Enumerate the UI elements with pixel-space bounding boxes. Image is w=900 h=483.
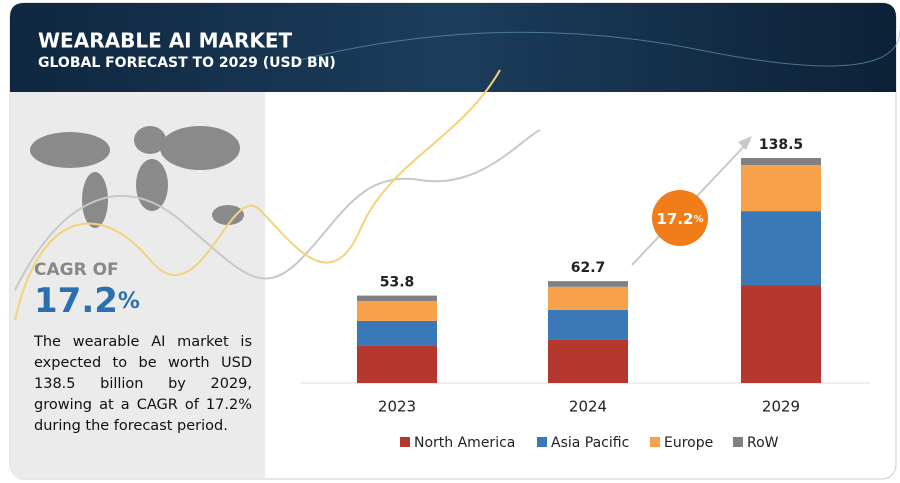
cagr-badge-unit: % bbox=[693, 214, 703, 225]
header-deco bbox=[299, 29, 900, 67]
deco-curve bbox=[14, 129, 541, 291]
cagr-unit: % bbox=[118, 289, 140, 314]
title: WEARABLE AI MARKET bbox=[38, 29, 293, 53]
legend-label: Europe bbox=[664, 435, 713, 451]
bar-segment bbox=[741, 211, 821, 286]
x-tick-label: 2024 bbox=[569, 398, 607, 416]
header-bg bbox=[10, 3, 896, 92]
bar-segment bbox=[548, 339, 628, 383]
bar-segment bbox=[357, 295, 437, 301]
cagr-badge-text: 17.2% bbox=[656, 210, 703, 228]
legend-label: RoW bbox=[747, 435, 779, 451]
bar-segment bbox=[741, 285, 821, 383]
bar-segment bbox=[357, 345, 437, 383]
growth-arrowhead bbox=[738, 136, 752, 150]
cagr-number: 17.2 bbox=[34, 281, 118, 321]
cagr-badge bbox=[652, 190, 708, 246]
legend-swatch bbox=[400, 437, 410, 447]
subtitle: GLOBAL FORECAST TO 2029 (USD BN) bbox=[38, 55, 336, 71]
bar-segment bbox=[357, 300, 437, 321]
total-label: 138.5 bbox=[759, 137, 803, 153]
legend-swatch bbox=[537, 437, 547, 447]
bar-segment bbox=[548, 281, 628, 287]
bar-segment bbox=[741, 158, 821, 166]
legend-label: North America bbox=[414, 435, 515, 451]
bar-segment bbox=[741, 165, 821, 212]
legend-swatch bbox=[733, 437, 743, 447]
legend-swatch bbox=[650, 437, 660, 447]
total-label: 62.7 bbox=[571, 260, 606, 276]
cagr-badge-value: 17.2 bbox=[656, 210, 693, 228]
description: The wearable AI market is expected to be… bbox=[34, 334, 252, 434]
bar-segment bbox=[548, 286, 628, 310]
side-panel-bg bbox=[10, 92, 265, 479]
bar-segment bbox=[357, 320, 437, 346]
cagr-label: CAGR OF bbox=[34, 260, 119, 280]
x-tick-label: 2029 bbox=[762, 398, 800, 416]
world-map bbox=[30, 126, 244, 228]
cagr-value: 17.2% bbox=[34, 281, 140, 321]
deco-curve bbox=[14, 69, 501, 321]
legend-label: Asia Pacific bbox=[551, 435, 629, 451]
bar-segment bbox=[548, 309, 628, 340]
x-tick-label: 2023 bbox=[378, 398, 416, 416]
total-label: 53.8 bbox=[380, 275, 415, 291]
